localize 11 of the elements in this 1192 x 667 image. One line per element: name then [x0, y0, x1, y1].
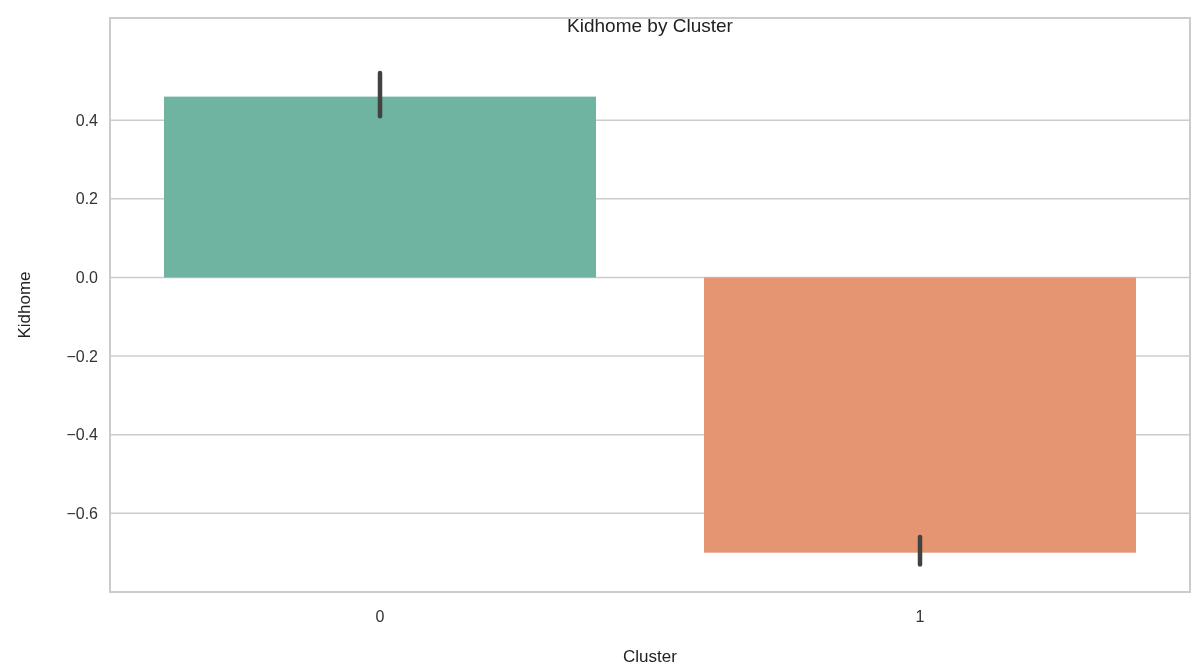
x-axis-title: Cluster — [623, 647, 678, 666]
y-tick-label: −0.6 — [66, 504, 99, 522]
y-tick-label: 0.0 — [75, 269, 99, 287]
y-tick-label: 0.4 — [75, 111, 99, 129]
x-tick-label: 0 — [375, 608, 385, 625]
y-tick-label: 0.2 — [75, 190, 99, 208]
y-tick-label: −0.4 — [66, 426, 99, 444]
chart-title: Kidhome by Cluster — [567, 15, 734, 36]
x-tick-label: 1 — [915, 608, 925, 625]
y-axis-title: Kidhome — [15, 271, 34, 339]
y-tick-label: −0.2 — [66, 347, 99, 365]
